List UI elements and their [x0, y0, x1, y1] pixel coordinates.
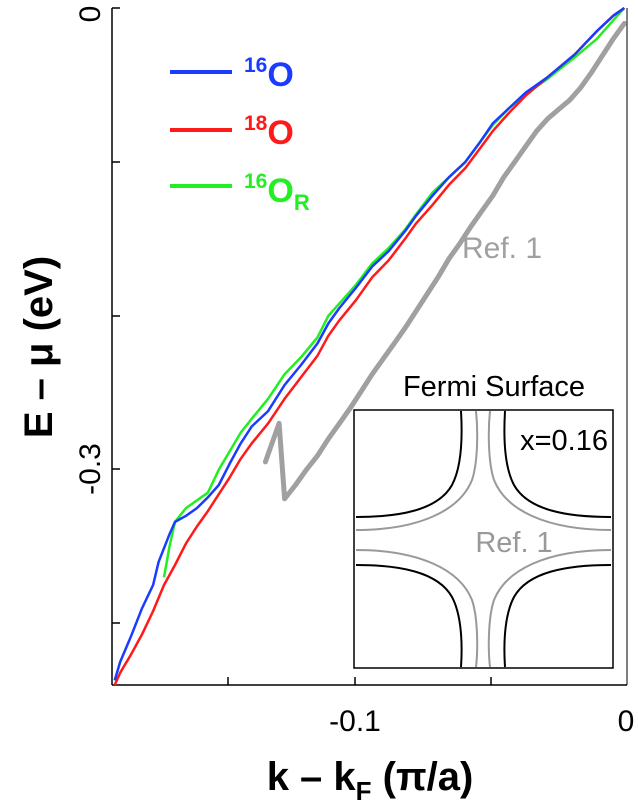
- x-axis-title-unit: (π/a): [372, 755, 474, 799]
- x-axis-title-main: k – k: [267, 755, 357, 799]
- ref-annotation: Ref. 1: [462, 232, 542, 265]
- inset-ref-label: Ref. 1: [475, 527, 552, 559]
- inset-curve-upper-left: [355, 410, 463, 518]
- inset-curve-lower-right: [503, 564, 612, 668]
- series-line-ref-1: [262, 20, 627, 502]
- legend-label-16or: 16OR: [244, 170, 310, 215]
- inset-title: Fermi Surface: [403, 371, 585, 403]
- series-line-18o: [113, 6, 626, 686]
- inset-sample-curves: [355, 410, 612, 668]
- y-tick-label-minus-0-3: -0.3: [74, 443, 107, 495]
- y-axis-title: E – μ (eV): [17, 256, 61, 438]
- legend-label-16o: 16O: [244, 54, 294, 94]
- axes: [111, 8, 628, 686]
- x-ticks: [227, 677, 492, 685]
- series-line-16o: [113, 6, 626, 681]
- x-axis-title-subscript: F: [356, 776, 372, 800]
- inset-frame: [353, 409, 614, 669]
- y-ticks: [112, 7, 120, 624]
- inset-reference-curves: [355, 410, 612, 668]
- inset-curve-upper-right: [503, 410, 612, 518]
- y-tick-label-zero: 0: [74, 6, 107, 23]
- inset-doping-label: x=0.16: [520, 425, 608, 457]
- fermi-surface-inset: Fermi Surface x=0.16 Ref. 1: [353, 371, 614, 669]
- legend: 16O 18O 16OR: [170, 54, 310, 215]
- x-axis-title: k – kF (π/a): [267, 755, 474, 800]
- series-group: [113, 6, 627, 686]
- inset-ref-curve-upper-left: [355, 410, 479, 531]
- x-tick-label-zero: 0: [618, 705, 635, 738]
- inset-curve-lower-left: [355, 564, 463, 668]
- inset-ref-curve-lower-left: [355, 549, 479, 668]
- inset-ref-curve-lower-right: [487, 549, 612, 668]
- x-tick-label-minus-0-1: -0.1: [329, 705, 381, 738]
- legend-label-18o: 18O: [244, 112, 294, 152]
- inset-ref-curve-upper-right: [487, 410, 612, 531]
